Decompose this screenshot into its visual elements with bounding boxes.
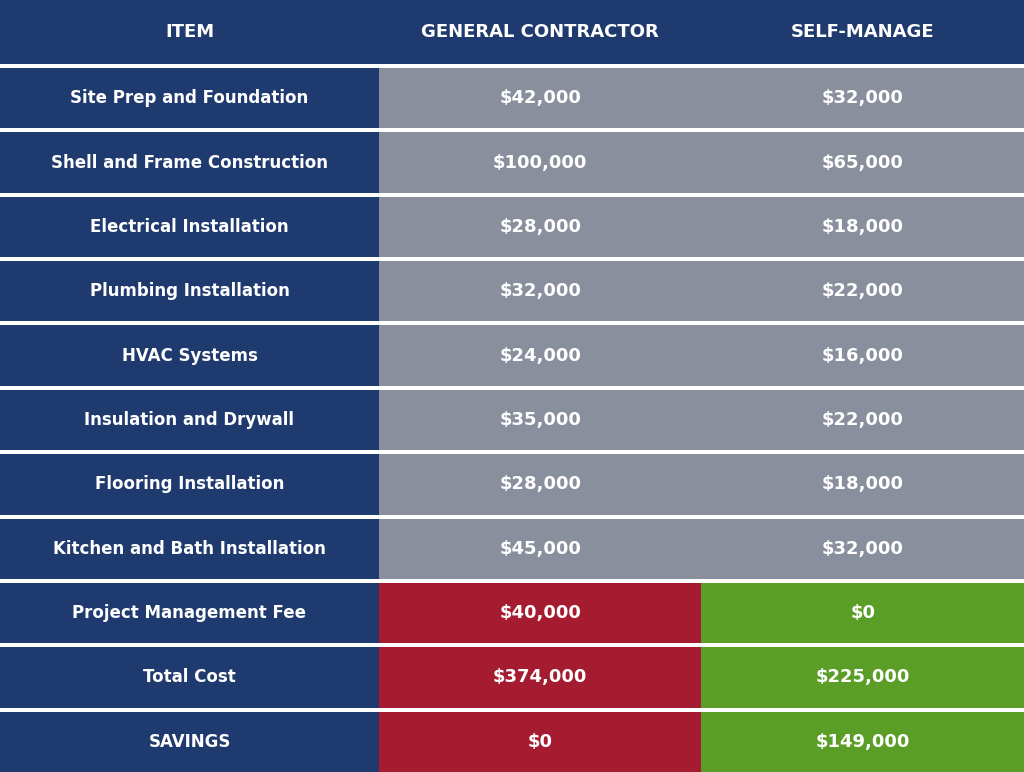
Text: Total Cost: Total Cost [143, 669, 236, 686]
Bar [0, 128, 1024, 132]
Text: Site Prep and Foundation: Site Prep and Foundation [71, 90, 308, 107]
Bar [0, 0, 379, 64]
Bar [701, 197, 1024, 257]
Bar [379, 712, 701, 772]
Text: $65,000: $65,000 [822, 154, 903, 171]
Bar [701, 519, 1024, 579]
Bar [701, 454, 1024, 515]
Bar [379, 519, 701, 579]
Bar [379, 647, 701, 708]
Text: $100,000: $100,000 [493, 154, 588, 171]
Text: Shell and Frame Construction: Shell and Frame Construction [51, 154, 328, 171]
Bar [701, 583, 1024, 643]
Text: $0: $0 [850, 604, 876, 622]
Text: $24,000: $24,000 [500, 347, 581, 364]
Text: $18,000: $18,000 [821, 476, 904, 493]
Text: $42,000: $42,000 [500, 90, 581, 107]
Text: $16,000: $16,000 [822, 347, 903, 364]
Bar [701, 0, 1024, 64]
Bar [0, 454, 379, 515]
Text: $28,000: $28,000 [499, 476, 582, 493]
Text: SELF-MANAGE: SELF-MANAGE [791, 23, 935, 41]
Bar [0, 583, 379, 643]
Text: SAVINGS: SAVINGS [148, 733, 230, 751]
Bar [379, 68, 701, 128]
Bar [379, 261, 701, 321]
Bar [0, 579, 1024, 583]
Bar [701, 326, 1024, 386]
Bar [379, 454, 701, 515]
Bar [0, 326, 379, 386]
Bar [701, 132, 1024, 193]
Text: Kitchen and Bath Installation: Kitchen and Bath Installation [53, 540, 326, 557]
Text: Plumbing Installation: Plumbing Installation [89, 283, 290, 300]
Text: HVAC Systems: HVAC Systems [122, 347, 257, 364]
Text: ITEM: ITEM [165, 23, 214, 41]
Bar [379, 390, 701, 450]
Text: Flooring Installation: Flooring Installation [95, 476, 284, 493]
Bar [0, 132, 379, 193]
Text: $45,000: $45,000 [500, 540, 581, 557]
Bar [701, 712, 1024, 772]
Bar [0, 390, 379, 450]
Text: $22,000: $22,000 [822, 283, 903, 300]
Text: $22,000: $22,000 [822, 411, 903, 429]
Text: $35,000: $35,000 [500, 411, 581, 429]
Text: $0: $0 [527, 733, 553, 751]
Bar [379, 326, 701, 386]
Bar [0, 386, 1024, 390]
Text: GENERAL CONTRACTOR: GENERAL CONTRACTOR [421, 23, 659, 41]
Bar [0, 193, 1024, 197]
Text: $40,000: $40,000 [500, 604, 581, 622]
Bar [0, 515, 1024, 519]
Text: $32,000: $32,000 [822, 540, 903, 557]
Bar [0, 647, 379, 708]
Text: $149,000: $149,000 [815, 733, 910, 751]
Text: Project Management Fee: Project Management Fee [73, 604, 306, 622]
Bar [0, 64, 1024, 68]
Text: $32,000: $32,000 [500, 283, 581, 300]
Bar [379, 0, 701, 64]
Bar [0, 643, 1024, 647]
Bar [0, 519, 379, 579]
Bar [0, 450, 1024, 454]
Bar [0, 708, 1024, 712]
Bar [0, 257, 1024, 261]
Bar [701, 68, 1024, 128]
Bar [379, 132, 701, 193]
Text: $32,000: $32,000 [822, 90, 903, 107]
Bar [701, 261, 1024, 321]
Bar [701, 647, 1024, 708]
Text: $225,000: $225,000 [815, 669, 910, 686]
Text: Electrical Installation: Electrical Installation [90, 218, 289, 236]
Bar [0, 261, 379, 321]
Bar [0, 197, 379, 257]
Text: $28,000: $28,000 [499, 218, 582, 236]
Bar [0, 712, 379, 772]
Text: Insulation and Drywall: Insulation and Drywall [84, 411, 295, 429]
Bar [379, 197, 701, 257]
Bar [0, 68, 379, 128]
Bar [0, 321, 1024, 326]
Text: $374,000: $374,000 [493, 669, 588, 686]
Text: $18,000: $18,000 [821, 218, 904, 236]
Bar [701, 390, 1024, 450]
Bar [379, 583, 701, 643]
